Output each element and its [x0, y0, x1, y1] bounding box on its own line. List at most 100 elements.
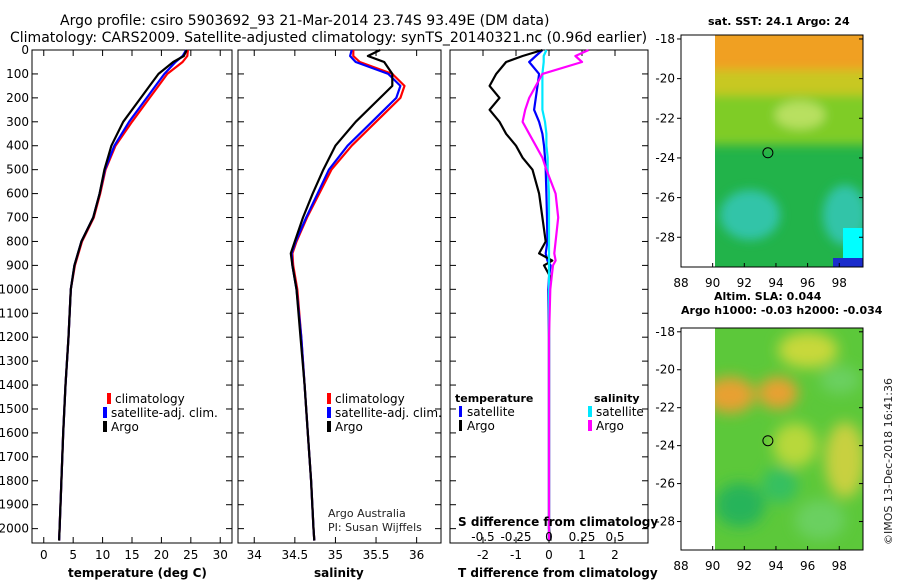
sst-blue-patch [833, 258, 863, 267]
lat-tick-label: -20 [655, 72, 675, 86]
series-line-argo [58, 49, 188, 541]
s-diff-tick-label: 0.25 [569, 530, 596, 544]
sst-cyan-patch [843, 228, 863, 258]
lat-tick-label: -28 [655, 230, 675, 244]
sst-eddy [775, 101, 825, 129]
lat-tick-label: -26 [655, 191, 675, 205]
legend-argo-label: Argo [335, 420, 363, 434]
sla-high-5 [825, 422, 863, 498]
lat-tick-label: -20 [655, 363, 675, 377]
lat-tick-label: -18 [655, 32, 675, 46]
legend-s-argo-swatch [588, 420, 592, 431]
legend-t-satellite-swatch [459, 406, 462, 417]
legend-t-argo-swatch [459, 420, 462, 431]
difference-axis-ticks: -2 -1 0 1 2 [477, 50, 619, 562]
x-tick-label: 35 [328, 548, 343, 562]
lat-tick-label: -28 [655, 515, 675, 529]
credit-line2: PI: Susan Wijffels [328, 521, 422, 534]
legend-t-satellite-label: satellite [467, 405, 515, 419]
sla-high-4 [773, 423, 817, 467]
legend-satellite-label: satellite-adj. clim. [111, 406, 218, 420]
lon-tick-label: 96 [800, 559, 815, 573]
lon-tick-label: 98 [832, 559, 847, 573]
sla-map-lat-ticks: -18 -20 -22 -24 -26 -28 [655, 325, 863, 529]
depth-tick-label: 1000 [0, 282, 29, 296]
legend-salinity-heading: salinity [594, 392, 640, 405]
depth-tick-label: 1100 [0, 306, 29, 320]
lat-tick-label: -22 [655, 401, 675, 415]
series-line-temperature-argo [488, 48, 554, 541]
x-tick-label: 34 [247, 548, 262, 562]
title-line2: Climatology: CARS2009. Satellite-adjuste… [10, 30, 647, 46]
lat-tick-label: -18 [655, 325, 675, 339]
legend-climatology-swatch [327, 393, 331, 404]
lat-tick-label: -26 [655, 477, 675, 491]
x-tick-label: 5 [69, 548, 77, 562]
x-tick-label: 15 [124, 548, 139, 562]
salinity-lines [289, 49, 406, 541]
depth-tick-label: 2000 [0, 522, 29, 536]
depth-tick-label: 900 [6, 258, 29, 272]
lon-tick-label: 90 [705, 559, 720, 573]
series-line-satellite-adj-clim- [290, 49, 402, 541]
sla-low-2 [762, 467, 798, 503]
sla-mid-2 [795, 500, 845, 540]
difference-depth-ticks [450, 49, 648, 530]
x-tick-label: 1 [578, 548, 586, 562]
depth-tick-label: 1400 [0, 378, 29, 392]
depth-tick-label: 100 [6, 67, 29, 81]
t-difference-axis-label: T difference from climatology [458, 566, 658, 580]
salinity-depth-ticks [238, 49, 441, 530]
temperature-lines [58, 49, 189, 541]
imos-timestamp: ©IMOS 13-Dec-2018 16:41:36 [882, 378, 895, 545]
x-tick-label: 36 [409, 548, 424, 562]
depth-tick-label: 1500 [0, 402, 29, 416]
x-tick-label: 35.5 [363, 548, 390, 562]
x-tick-label: 0 [40, 548, 48, 562]
depth-tick-label: 1800 [0, 474, 29, 488]
sla-mid-1 [820, 366, 860, 394]
sst-map-lat-ticks: -18 -20 -22 -24 -26 -28 [655, 32, 863, 244]
x-tick-label: 0 [545, 548, 553, 562]
s-difference-title: S difference from climatology [458, 515, 658, 529]
depth-tick-label: 400 [6, 139, 29, 153]
s-diff-tick-label: -0.5 [471, 530, 494, 544]
title-line1: Argo profile: csiro 5903692_93 21-Mar-20… [60, 13, 549, 29]
series-line-argo [289, 49, 394, 541]
legend-climatology-label: climatology [335, 392, 405, 406]
sla-map-title: Altim. SLA: 0.044 [714, 290, 822, 303]
lat-tick-label: -22 [655, 111, 675, 125]
legend-argo-swatch [103, 421, 107, 432]
depth-tick-label: 300 [6, 115, 29, 129]
sla-map-subtitle: Argo h1000: -0.03 h2000: -0.034 [681, 304, 883, 317]
temperature-legend: climatology satellite-adj. clim. Argo [103, 392, 218, 434]
temperature-axis-label: temperature (deg C) [68, 566, 207, 580]
sla-map-frame [680, 327, 864, 551]
legend-s-satellite-swatch [588, 406, 592, 417]
s-diff-tick-label: 0 [545, 530, 553, 544]
depth-tick-label: 1900 [0, 498, 29, 512]
sla-map-field [715, 328, 863, 550]
legend-s-argo-label: Argo [596, 419, 624, 433]
depth-tick-label: 500 [6, 163, 29, 177]
s-diff-tick-label: 0.5 [605, 530, 624, 544]
x-tick-label: -1 [510, 548, 522, 562]
lon-tick-label: 88 [673, 559, 688, 573]
difference-legend-salinity: salinity satellite Argo [588, 392, 644, 433]
legend-satellite-swatch [327, 407, 331, 418]
salinity-axis-ticks: 34 34.5 35 35.5 36 [247, 50, 424, 562]
lon-tick-label: 88 [673, 276, 688, 290]
temperature-axis-ticks: 0 5 10 15 20 25 30 [40, 50, 228, 562]
sla-map-panel: Altim. SLA: 0.044 Argo h1000: -0.03 h200… [655, 290, 882, 573]
lon-tick-label: 92 [737, 276, 752, 290]
lat-tick-label: -24 [655, 439, 675, 453]
sla-high-2 [758, 377, 798, 409]
sla-map-lon-ticks: 88 90 92 94 96 98 [673, 546, 847, 573]
depth-tick-label: 0 [21, 43, 29, 57]
legend-satellite-label: satellite-adj. clim. [335, 406, 442, 420]
lon-tick-label: 98 [832, 276, 847, 290]
difference-lines [488, 48, 590, 541]
credit-line1: Argo Australia [328, 507, 406, 520]
lon-tick-label: 94 [768, 276, 783, 290]
